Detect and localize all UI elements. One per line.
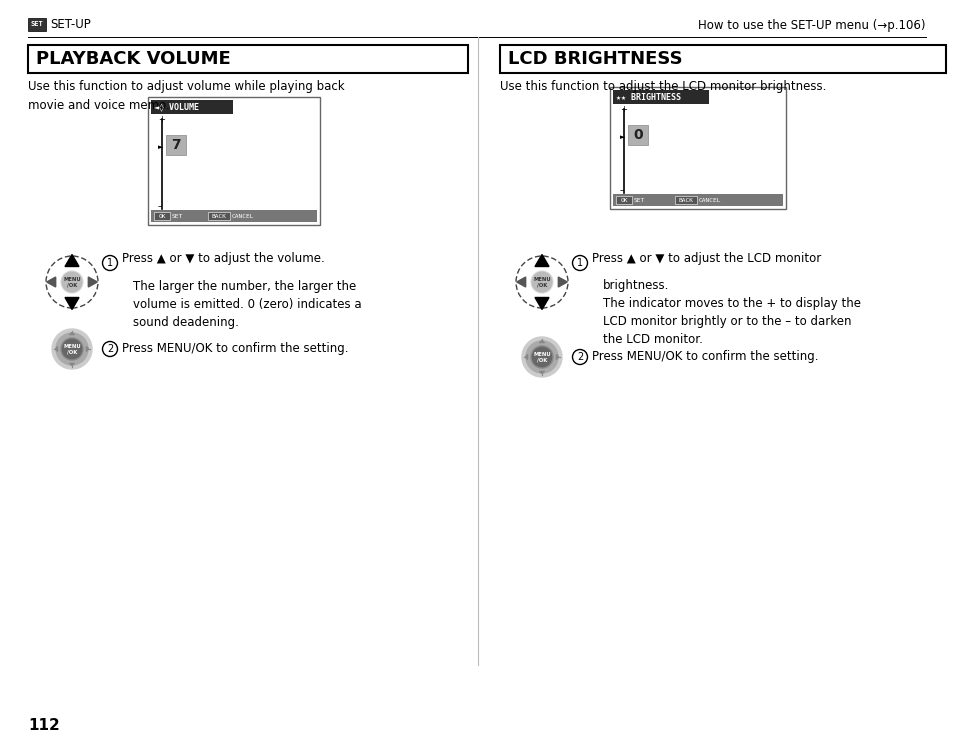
Bar: [675, 196, 697, 204]
Circle shape: [62, 340, 82, 359]
Text: SET: SET: [634, 198, 644, 202]
Polygon shape: [65, 254, 79, 267]
Text: OK: OK: [619, 198, 627, 202]
Text: Press MENU/OK to confirm the setting.: Press MENU/OK to confirm the setting.: [122, 343, 348, 356]
Circle shape: [521, 337, 561, 377]
Text: –: –: [158, 202, 162, 211]
Circle shape: [531, 271, 553, 293]
Text: LCD BRIGHTNESS: LCD BRIGHTNESS: [507, 50, 682, 68]
Text: MENU: MENU: [533, 353, 550, 358]
Polygon shape: [539, 341, 544, 343]
Circle shape: [532, 347, 551, 367]
Text: How to use the SET-UP menu (→p.106): How to use the SET-UP menu (→p.106): [698, 19, 925, 32]
Polygon shape: [539, 371, 544, 374]
Text: Press ▲ or ▼ to adjust the LCD monitor: Press ▲ or ▼ to adjust the LCD monitor: [592, 252, 821, 266]
Bar: [613, 90, 708, 104]
Polygon shape: [70, 333, 74, 334]
Text: 2: 2: [577, 352, 582, 362]
Text: BACK: BACK: [212, 214, 226, 218]
Text: SET-UP: SET-UP: [50, 19, 91, 32]
Polygon shape: [70, 363, 74, 365]
Polygon shape: [556, 355, 558, 359]
Text: 1: 1: [577, 258, 582, 268]
Bar: [148, 97, 319, 225]
Text: /OK: /OK: [537, 282, 547, 288]
Text: MENU: MENU: [63, 278, 81, 282]
Text: ★★ BRIGHTNESS: ★★ BRIGHTNESS: [616, 93, 680, 101]
Text: MENU: MENU: [63, 344, 81, 350]
Text: brightness.
The indicator moves to the + to display the
LCD monitor brightly or : brightness. The indicator moves to the +…: [602, 279, 861, 346]
Polygon shape: [47, 277, 55, 287]
Text: BACK: BACK: [678, 198, 693, 202]
Circle shape: [52, 329, 91, 369]
Polygon shape: [535, 297, 548, 310]
Bar: [151, 210, 316, 222]
Circle shape: [56, 333, 88, 365]
Bar: [627, 125, 647, 145]
Circle shape: [531, 346, 553, 368]
Text: CANCEL: CANCEL: [232, 214, 254, 218]
Text: /OK: /OK: [67, 350, 77, 355]
Text: +: +: [619, 104, 626, 113]
Bar: [613, 194, 782, 206]
Polygon shape: [87, 347, 89, 352]
Polygon shape: [517, 277, 525, 287]
Text: CANCEL: CANCEL: [699, 198, 720, 202]
Text: The larger the number, the larger the
volume is emitted. 0 (zero) indicates a
so: The larger the number, the larger the vo…: [132, 280, 361, 329]
Circle shape: [61, 271, 83, 293]
Circle shape: [62, 272, 82, 292]
Text: Use this function to adjust volume while playing back
movie and voice memo.: Use this function to adjust volume while…: [28, 80, 344, 112]
Text: Press MENU/OK to confirm the setting.: Press MENU/OK to confirm the setting.: [592, 350, 818, 363]
Bar: [28, 18, 46, 31]
Text: SET: SET: [172, 214, 183, 218]
Text: Use this function to adjust the LCD monitor brightness.: Use this function to adjust the LCD moni…: [499, 80, 825, 93]
Bar: [208, 212, 230, 220]
Text: PLAYBACK VOLUME: PLAYBACK VOLUME: [36, 50, 231, 68]
Text: Press ▲ or ▼ to adjust the volume.: Press ▲ or ▼ to adjust the volume.: [122, 252, 324, 266]
Polygon shape: [65, 297, 79, 310]
Text: OK: OK: [158, 214, 166, 218]
Text: 2: 2: [107, 344, 113, 354]
Text: 7: 7: [171, 138, 181, 152]
Bar: [153, 212, 170, 220]
Text: ◄◊ VOLUME: ◄◊ VOLUME: [153, 103, 199, 112]
Text: MENU: MENU: [533, 278, 550, 282]
Polygon shape: [535, 254, 548, 267]
Polygon shape: [89, 277, 97, 287]
Bar: [499, 45, 945, 73]
Polygon shape: [558, 277, 567, 287]
Text: ►: ►: [158, 144, 163, 150]
Text: ►: ►: [619, 134, 625, 140]
Text: –: –: [619, 186, 623, 196]
Bar: [28, 45, 468, 73]
Text: +: +: [158, 115, 165, 124]
Bar: [166, 135, 186, 155]
Polygon shape: [55, 347, 57, 352]
Text: /OK: /OK: [537, 358, 547, 362]
Bar: [151, 100, 233, 114]
Bar: [609, 87, 785, 209]
Circle shape: [525, 341, 558, 373]
Text: SET: SET: [30, 21, 43, 27]
Polygon shape: [525, 355, 527, 359]
Circle shape: [532, 272, 551, 292]
Text: 1: 1: [107, 258, 113, 268]
Text: /OK: /OK: [67, 282, 77, 288]
Circle shape: [61, 338, 83, 360]
Text: 112: 112: [28, 717, 60, 732]
Bar: [616, 196, 631, 204]
Text: 0: 0: [633, 128, 642, 142]
